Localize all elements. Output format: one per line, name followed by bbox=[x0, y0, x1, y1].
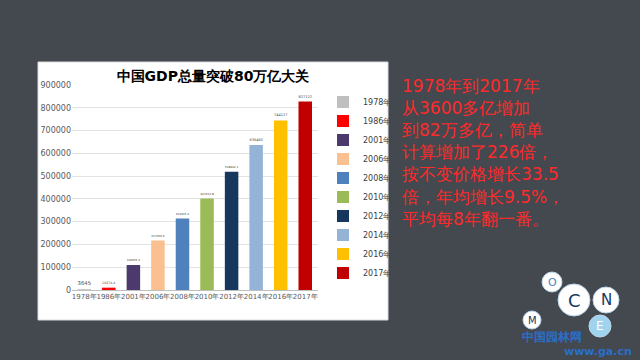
svg-text:2014年: 2014年 bbox=[244, 293, 269, 301]
svg-text:401512.8: 401512.8 bbox=[200, 192, 214, 196]
svg-text:2006年: 2006年 bbox=[146, 293, 171, 301]
svg-text:900000: 900000 bbox=[40, 81, 71, 90]
svg-text:1978年: 1978年 bbox=[72, 293, 97, 301]
svg-text:2017年: 2017年 bbox=[363, 269, 391, 278]
svg-text:100000: 100000 bbox=[40, 263, 71, 272]
svg-text:1978年: 1978年 bbox=[363, 98, 391, 107]
svg-text:C: C bbox=[568, 290, 581, 311]
svg-text:700000: 700000 bbox=[40, 126, 71, 135]
svg-text:400000: 400000 bbox=[40, 195, 71, 204]
svg-text:2008年: 2008年 bbox=[170, 293, 195, 301]
svg-text:800000: 800000 bbox=[40, 104, 71, 113]
svg-text:2001年: 2001年 bbox=[121, 293, 146, 301]
svg-text:600000: 600000 bbox=[40, 149, 71, 158]
svg-text:1986年: 1986年 bbox=[96, 293, 121, 301]
svg-text:314045.4: 314045.4 bbox=[176, 212, 189, 216]
svg-text:2010年: 2010年 bbox=[363, 193, 391, 202]
svg-text:E: E bbox=[596, 319, 604, 333]
svg-text:O: O bbox=[548, 276, 557, 289]
svg-text:M: M bbox=[528, 315, 537, 326]
svg-text:2006年: 2006年 bbox=[363, 155, 391, 164]
svg-text:2014年: 2014年 bbox=[363, 231, 391, 240]
svg-text:300000: 300000 bbox=[40, 217, 71, 226]
svg-text:中国园林网: 中国园林网 bbox=[522, 330, 582, 344]
svg-text:N: N bbox=[601, 291, 612, 309]
svg-text:2016年: 2016年 bbox=[363, 250, 391, 259]
svg-text:109655.2: 109655.2 bbox=[127, 258, 141, 262]
svg-text:217656.6: 217656.6 bbox=[151, 234, 164, 238]
svg-text:10274.4: 10274.4 bbox=[102, 281, 115, 285]
svg-text:200000: 200000 bbox=[40, 240, 71, 249]
svg-text:2012年: 2012年 bbox=[219, 293, 244, 301]
svg-text:2001年: 2001年 bbox=[363, 136, 391, 145]
svg-text:2017年: 2017年 bbox=[293, 293, 318, 301]
svg-text:827122: 827122 bbox=[299, 95, 312, 99]
svg-text:518942.1: 518942.1 bbox=[225, 165, 239, 169]
svg-text:1986年: 1986年 bbox=[363, 117, 391, 126]
svg-text:636463: 636463 bbox=[249, 138, 262, 142]
svg-text:1978年到2017年从3600多亿增加到82万多亿，简单计: 1978年到2017年从3600多亿增加到82万多亿，简单计算增加了226倍，按… bbox=[402, 76, 564, 229]
svg-text:2016年: 2016年 bbox=[268, 293, 293, 301]
svg-text:744127: 744127 bbox=[274, 113, 287, 117]
svg-text:2008年: 2008年 bbox=[363, 174, 391, 183]
svg-text:3645: 3645 bbox=[78, 280, 91, 286]
svg-text:500000: 500000 bbox=[40, 172, 71, 181]
svg-text:www.ga.cn: www.ga.cn bbox=[564, 345, 632, 358]
svg-text:0: 0 bbox=[66, 286, 71, 295]
svg-text:2012年: 2012年 bbox=[363, 212, 391, 221]
svg-text:中国GDP总量突破80万亿大关: 中国GDP总量突破80万亿大关 bbox=[117, 68, 310, 84]
svg-text:2010年: 2010年 bbox=[195, 293, 220, 301]
